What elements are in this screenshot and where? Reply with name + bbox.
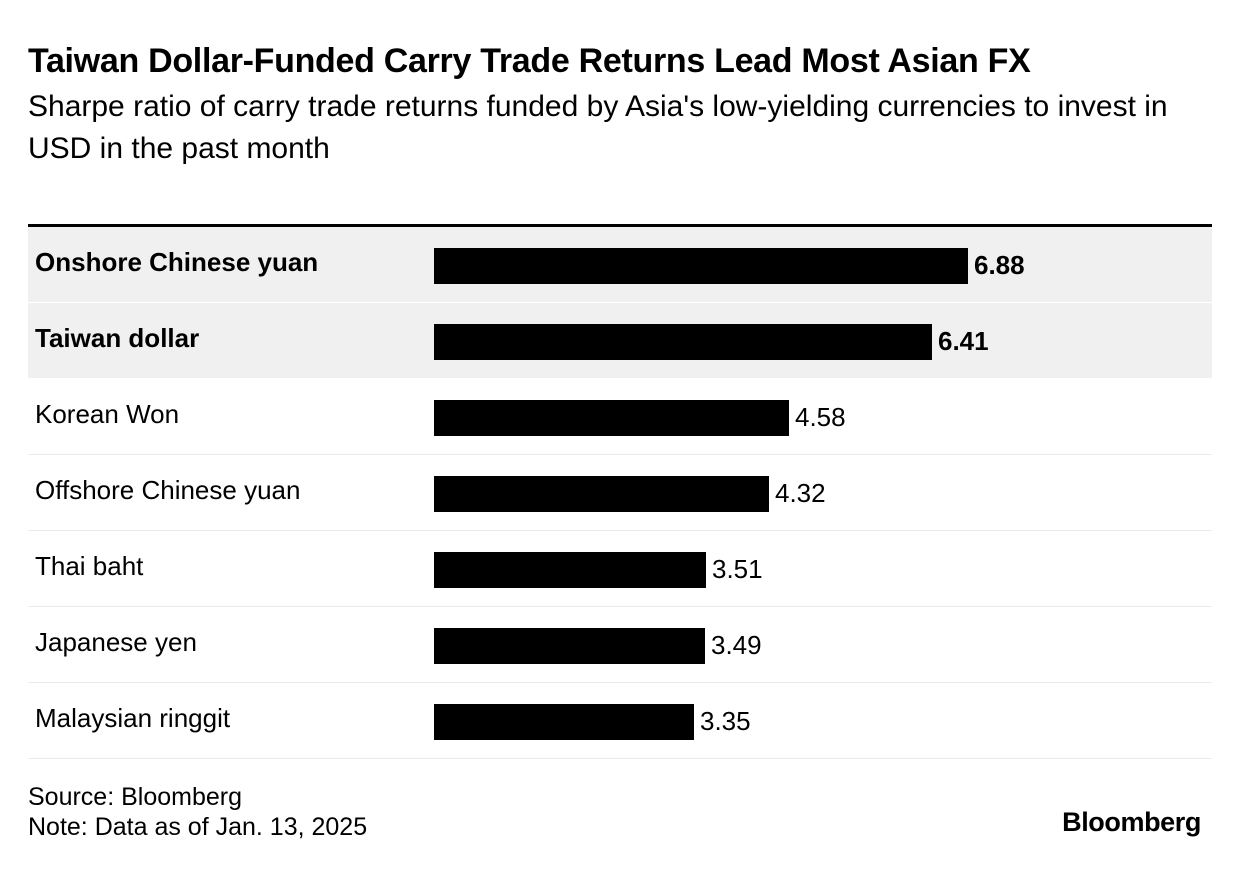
bar <box>434 552 706 588</box>
category-label: Thai baht <box>35 551 144 581</box>
data-label: 3.51 <box>712 554 763 584</box>
bloomberg-logo: Bloomberg <box>1062 807 1201 837</box>
bar <box>434 628 705 664</box>
category-label: Korean Won <box>35 399 180 429</box>
data-label: 4.58 <box>795 402 846 432</box>
bar <box>434 400 789 436</box>
data-label: 4.32 <box>775 478 826 508</box>
category-label: Malaysian ringgit <box>35 703 231 733</box>
category-label: Offshore Chinese yuan <box>35 475 301 505</box>
chart-subtitle: Sharpe ratio of carry trade returns fund… <box>28 90 1168 165</box>
bar-row: Taiwan dollar 6.41 <box>28 303 1212 379</box>
data-label: 6.41 <box>938 326 989 356</box>
bar-row: Thai baht 3.51 <box>28 531 1212 607</box>
data-label: 3.35 <box>700 706 751 736</box>
bar-row: Onshore Chinese yuan 6.88 <box>28 227 1212 303</box>
bar-row: Korean Won 4.58 <box>28 379 1212 455</box>
data-label: 6.88 <box>974 250 1025 280</box>
category-label: Onshore Chinese yuan <box>35 247 319 277</box>
source-note: Source: Bloomberg <box>28 783 243 811</box>
data-note: Note: Data as of Jan. 13, 2025 <box>28 813 368 841</box>
chart-title: Taiwan Dollar-Funded Carry Trade Returns… <box>28 42 1031 80</box>
bar <box>434 248 968 284</box>
data-label: 3.49 <box>711 630 762 660</box>
top-rule <box>28 224 1212 227</box>
bar <box>434 324 932 360</box>
bar-row: Japanese yen 3.49 <box>28 607 1212 683</box>
bar-row: Offshore Chinese yuan 4.32 <box>28 455 1212 531</box>
category-label: Taiwan dollar <box>35 323 200 353</box>
bar <box>434 476 769 512</box>
bar-chart: Onshore Chinese yuan 6.88 Taiwan dollar 6.4… <box>28 227 1212 759</box>
category-label: Japanese yen <box>35 627 197 657</box>
bar-row: Malaysian ringgit 3.35 <box>28 683 1212 759</box>
bar <box>434 704 694 740</box>
